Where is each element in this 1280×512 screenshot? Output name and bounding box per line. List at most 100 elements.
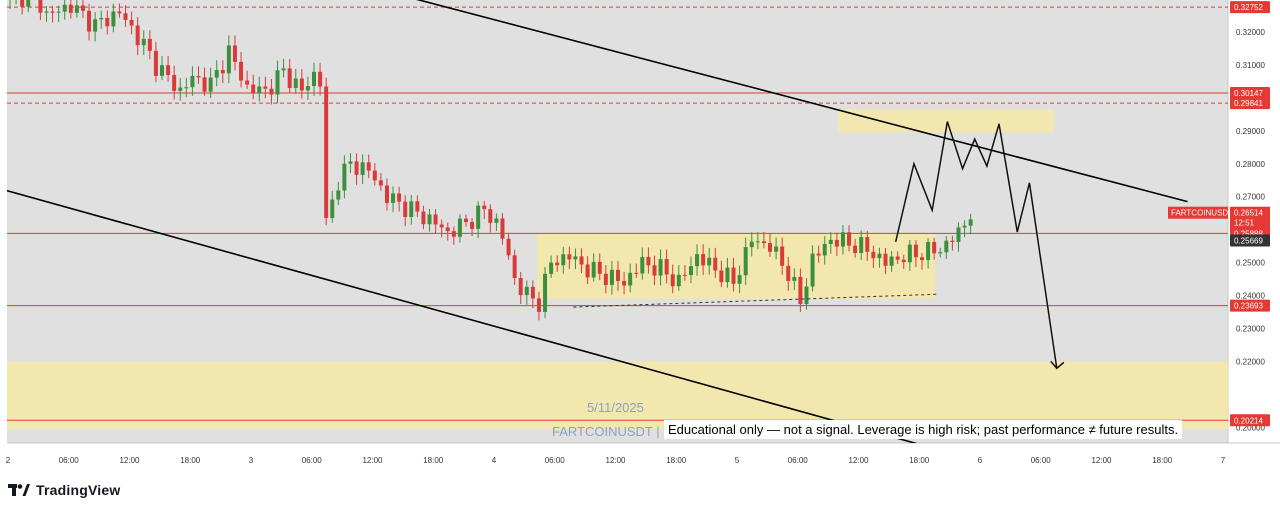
candle-body bbox=[561, 254, 566, 266]
candle-body bbox=[804, 286, 809, 305]
candle-body bbox=[378, 180, 383, 186]
candle-body bbox=[56, 11, 61, 13]
candle-body bbox=[889, 256, 894, 266]
candle-body bbox=[439, 224, 444, 228]
current-price-label: 0.26514 bbox=[1234, 209, 1263, 218]
candle-body bbox=[853, 245, 858, 254]
level-price-badge-bg bbox=[1230, 414, 1270, 427]
upper-channel-line bbox=[416, 0, 1188, 203]
candle-body bbox=[226, 45, 231, 74]
candle-body bbox=[257, 86, 262, 93]
candle-body bbox=[822, 243, 827, 256]
candle-body bbox=[500, 218, 505, 239]
x-tick-label: 06:00 bbox=[1031, 456, 1052, 465]
watermark-date: 5/11/2025 bbox=[587, 400, 644, 415]
candle-body bbox=[567, 254, 572, 260]
level-price-badge-bg bbox=[1230, 87, 1270, 100]
candle-body bbox=[214, 70, 219, 78]
x-tick-label: 06:00 bbox=[788, 456, 809, 465]
candle-body bbox=[415, 201, 420, 212]
candle-body bbox=[907, 244, 912, 263]
candle-body bbox=[141, 38, 146, 46]
candle-body bbox=[232, 45, 237, 62]
x-tick-label: 18:00 bbox=[180, 456, 201, 465]
x-tick-label: 06:00 bbox=[302, 456, 323, 465]
projection-arrowhead bbox=[1050, 360, 1065, 370]
candle-body bbox=[701, 254, 706, 266]
candle-body bbox=[470, 222, 475, 229]
candle-body bbox=[342, 163, 347, 191]
candle-body bbox=[865, 237, 870, 252]
level-price-badge: 0.23693 bbox=[1234, 302, 1263, 311]
current-symbol-badge-bg bbox=[1168, 206, 1228, 219]
x-tick-label: 18:00 bbox=[666, 456, 687, 465]
brand-name: TradingView bbox=[36, 482, 121, 498]
x-tick-label: 6 bbox=[978, 456, 983, 465]
x-tick-label: 06:00 bbox=[545, 456, 566, 465]
x-tick-label: 18:00 bbox=[909, 456, 930, 465]
candle-body bbox=[761, 241, 766, 244]
candle-body bbox=[391, 193, 396, 203]
x-tick-label: 5 bbox=[735, 456, 740, 465]
x-tick-label: 18:00 bbox=[423, 456, 444, 465]
candle-body bbox=[397, 193, 402, 202]
candle-body bbox=[555, 262, 560, 266]
candles bbox=[9, 0, 973, 321]
candle-body bbox=[549, 262, 554, 274]
candle-body bbox=[749, 241, 754, 248]
candle-body bbox=[457, 218, 462, 237]
candle-body bbox=[628, 272, 633, 286]
level-price-badge: 0.32752 bbox=[1234, 3, 1263, 12]
level-price-badge: 0.20214 bbox=[1234, 416, 1263, 425]
candle-body bbox=[366, 162, 371, 171]
candle-body bbox=[932, 242, 937, 254]
candle-body bbox=[695, 254, 700, 267]
level-price-badge-bg bbox=[1230, 299, 1270, 312]
candle-body bbox=[737, 275, 742, 284]
candle-body bbox=[74, 5, 79, 13]
candle-body bbox=[293, 78, 298, 88]
candle-body bbox=[755, 241, 760, 243]
candle-body bbox=[135, 25, 140, 46]
plot-area bbox=[7, 0, 1228, 443]
candle-body bbox=[433, 214, 438, 225]
candle-body bbox=[658, 259, 663, 276]
candle-body bbox=[93, 19, 98, 32]
x-tick-label: 7 bbox=[1221, 456, 1226, 465]
candle-body bbox=[129, 19, 134, 26]
candle-body bbox=[172, 75, 177, 91]
x-tick-label: 12:00 bbox=[119, 456, 140, 465]
candle-body bbox=[847, 232, 852, 246]
candle-body bbox=[403, 201, 408, 217]
y-tick-label: 0.23000 bbox=[1236, 325, 1265, 334]
candle-body bbox=[871, 251, 876, 259]
candle-body bbox=[950, 240, 955, 243]
candle-body bbox=[445, 227, 450, 232]
candle-body bbox=[670, 274, 675, 287]
candle-body bbox=[494, 218, 499, 223]
candle-body bbox=[506, 238, 511, 256]
lower-channel-line bbox=[7, 189, 918, 443]
candle-body bbox=[895, 256, 900, 260]
level-price-badge: 0.29841 bbox=[1234, 99, 1263, 108]
candle-body bbox=[713, 257, 718, 271]
candle-body bbox=[269, 88, 274, 95]
candle-body bbox=[859, 237, 864, 254]
candle-body bbox=[518, 278, 523, 296]
candle-body bbox=[707, 257, 712, 266]
candle-body bbox=[153, 50, 158, 76]
candle-body bbox=[360, 162, 365, 175]
candle-body bbox=[944, 240, 949, 253]
extra-price-badge-bg bbox=[1230, 234, 1270, 247]
candle-body bbox=[123, 13, 128, 20]
candle-body bbox=[834, 239, 839, 247]
candle-body bbox=[579, 256, 584, 265]
tradingview-branding[interactable]: TradingView bbox=[8, 482, 120, 498]
y-tick-label: 0.22000 bbox=[1236, 357, 1265, 366]
candle-body bbox=[512, 255, 517, 279]
countdown-label: 12:51 bbox=[1234, 219, 1255, 228]
candle-body bbox=[178, 87, 183, 91]
candle-body bbox=[877, 253, 882, 259]
